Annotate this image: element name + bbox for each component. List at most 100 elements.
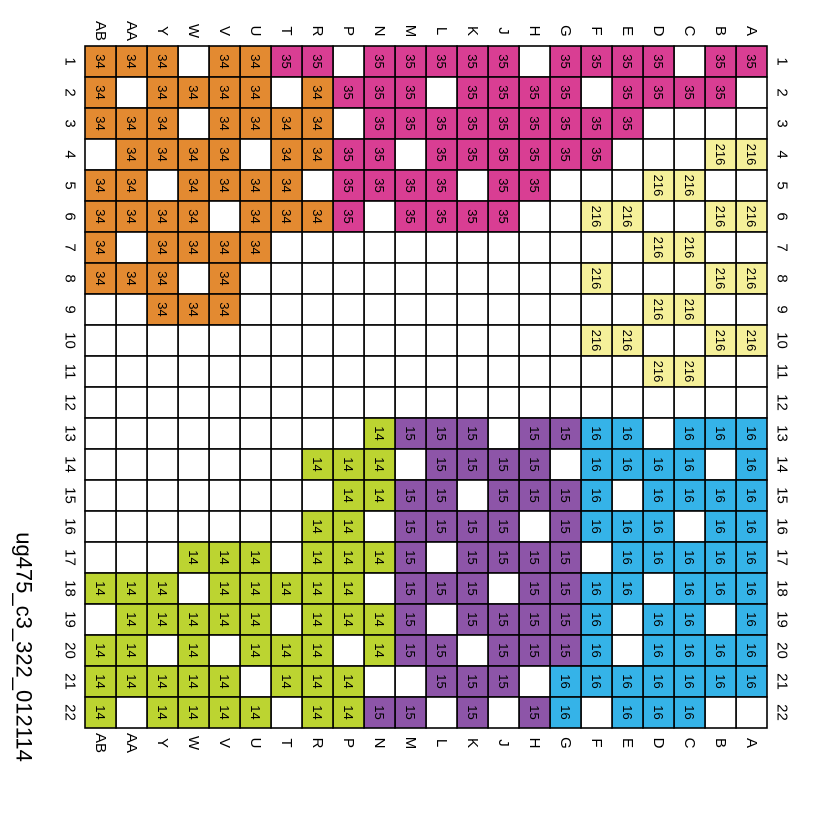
pin-cell-c6 — [673, 200, 706, 233]
pin-bank-label: 35 — [341, 85, 356, 99]
pin-bank-label: 34 — [186, 178, 201, 192]
axis-labels: AABBCCDDEEFFGGHHJJKKLLMMNNPPRRTTUUVVWWYY… — [62, 21, 791, 753]
pin-cell-w10 — [177, 324, 210, 357]
pin-cell-j13 — [487, 417, 520, 450]
pin-bank-label: 16 — [682, 612, 697, 626]
pin-bank-label: 14 — [217, 674, 232, 688]
pin-bank-label: 34 — [93, 178, 108, 192]
pin-bank-label: 15 — [434, 519, 449, 533]
pin-bank-label: 16 — [682, 426, 697, 440]
pin-cell-h10 — [518, 324, 551, 357]
right-number-label: 15 — [774, 487, 791, 504]
pin-bank-label: 35 — [496, 54, 511, 68]
pin-bank-label: 14 — [155, 705, 170, 719]
top-letter-label: G — [557, 25, 574, 37]
pin-bank-label: 35 — [527, 178, 542, 192]
pin-cell-g13 — [549, 417, 582, 450]
pin-bank-label: 16 — [651, 457, 666, 471]
pin-bank-label: 14 — [186, 705, 201, 719]
pin-bank-label: 35 — [434, 54, 449, 68]
pin-cell-k18 — [456, 572, 489, 605]
pin-bank-label: 16 — [651, 550, 666, 564]
pin-bank-label: 15 — [434, 457, 449, 471]
pin-cell-y14 — [146, 448, 179, 481]
pin-bank-label: 35 — [465, 209, 480, 223]
pin-bank-label: 15 — [465, 426, 480, 440]
top-letter-label: R — [309, 26, 326, 37]
pin-bank-label: 15 — [434, 488, 449, 502]
pin-bank-label: 35 — [589, 116, 604, 130]
pin-bank-label: 35 — [465, 116, 480, 130]
pin-cell-v22 — [208, 696, 241, 729]
pin-bank-label: 35 — [558, 147, 573, 161]
pin-bank-label: 16 — [589, 674, 604, 688]
right-number-label: 16 — [774, 518, 791, 535]
left-number-label: 11 — [62, 364, 79, 380]
pin-bank-label: 35 — [434, 116, 449, 130]
pin-cell-e14 — [611, 448, 644, 481]
pin-bank-label: 15 — [434, 581, 449, 595]
pin-bank-label: 16 — [713, 519, 728, 533]
pin-bank-label: 34 — [93, 116, 108, 130]
pin-cell-k8 — [456, 262, 489, 295]
pin-cell-d20 — [642, 634, 675, 667]
pin-cell-h16 — [518, 510, 551, 543]
pin-cell-b14 — [704, 448, 737, 481]
left-number-label: 20 — [62, 642, 79, 659]
pin-bank-label: 15 — [465, 705, 480, 719]
pin-cell-m18 — [394, 572, 427, 605]
pin-cell-m6 — [394, 200, 427, 233]
pin-bank-label: 14 — [279, 674, 294, 688]
pin-bank-label: 34 — [217, 302, 232, 316]
pin-bank-label: 16 — [620, 519, 635, 533]
pin-bank-label: 34 — [155, 147, 170, 161]
pin-cell-g9 — [549, 293, 582, 326]
pin-bank-label: 35 — [372, 178, 387, 192]
pin-cell-e20 — [611, 634, 644, 667]
pin-cell-j12 — [487, 386, 520, 419]
pin-cell-a20 — [735, 634, 768, 667]
pin-cell-j14 — [487, 448, 520, 481]
pin-cell-p22 — [332, 696, 365, 729]
pin-bank-label: 15 — [558, 519, 573, 533]
pin-cell-f12 — [580, 386, 613, 419]
pin-cell-p13 — [332, 417, 365, 450]
pin-cell-a9 — [735, 293, 768, 326]
pin-cell-d15 — [642, 479, 675, 512]
pin-bank-label: 15 — [496, 519, 511, 533]
pin-cell-w8 — [177, 262, 210, 295]
pin-cell-j9 — [487, 293, 520, 326]
pin-cell-t12 — [270, 386, 303, 419]
pin-bank-label: 34 — [124, 178, 139, 192]
pin-cell-w1 — [177, 45, 210, 78]
pin-bank-label: 16 — [620, 581, 635, 595]
pin-cell-u14 — [239, 448, 272, 481]
pin-bank-label: 34 — [217, 240, 232, 254]
pin-bank-label: 16 — [558, 705, 573, 719]
pin-cell-n6 — [363, 200, 396, 233]
pin-cell-m11 — [394, 355, 427, 388]
pin-bank-label: 34 — [124, 271, 139, 285]
top-letter-label: E — [619, 26, 636, 36]
left-number-label: 15 — [62, 487, 79, 504]
pin-cell-t13 — [270, 417, 303, 450]
pin-cell-j4 — [487, 138, 520, 171]
pin-bank-label: 14 — [124, 612, 139, 626]
pin-bank-label: 14 — [217, 581, 232, 595]
pin-cell-n9 — [363, 293, 396, 326]
pin-bank-label: 216 — [589, 206, 604, 228]
pin-cell-f14 — [580, 448, 613, 481]
pin-bank-label: 14 — [341, 612, 356, 626]
pin-cell-n16 — [363, 510, 396, 543]
pin-cell-t17 — [270, 541, 303, 574]
pin-bank-label: 14 — [124, 643, 139, 657]
pin-bank-label: 16 — [682, 457, 697, 471]
pin-cell-l7 — [425, 231, 458, 264]
pin-bank-label: 16 — [744, 426, 759, 440]
pin-bank-label: 34 — [217, 116, 232, 130]
pin-bank-label: 35 — [558, 54, 573, 68]
pin-cell-e18 — [611, 572, 644, 605]
pin-cell-j8 — [487, 262, 520, 295]
pin-cell-n12 — [363, 386, 396, 419]
pin-cell-g10 — [549, 324, 582, 357]
